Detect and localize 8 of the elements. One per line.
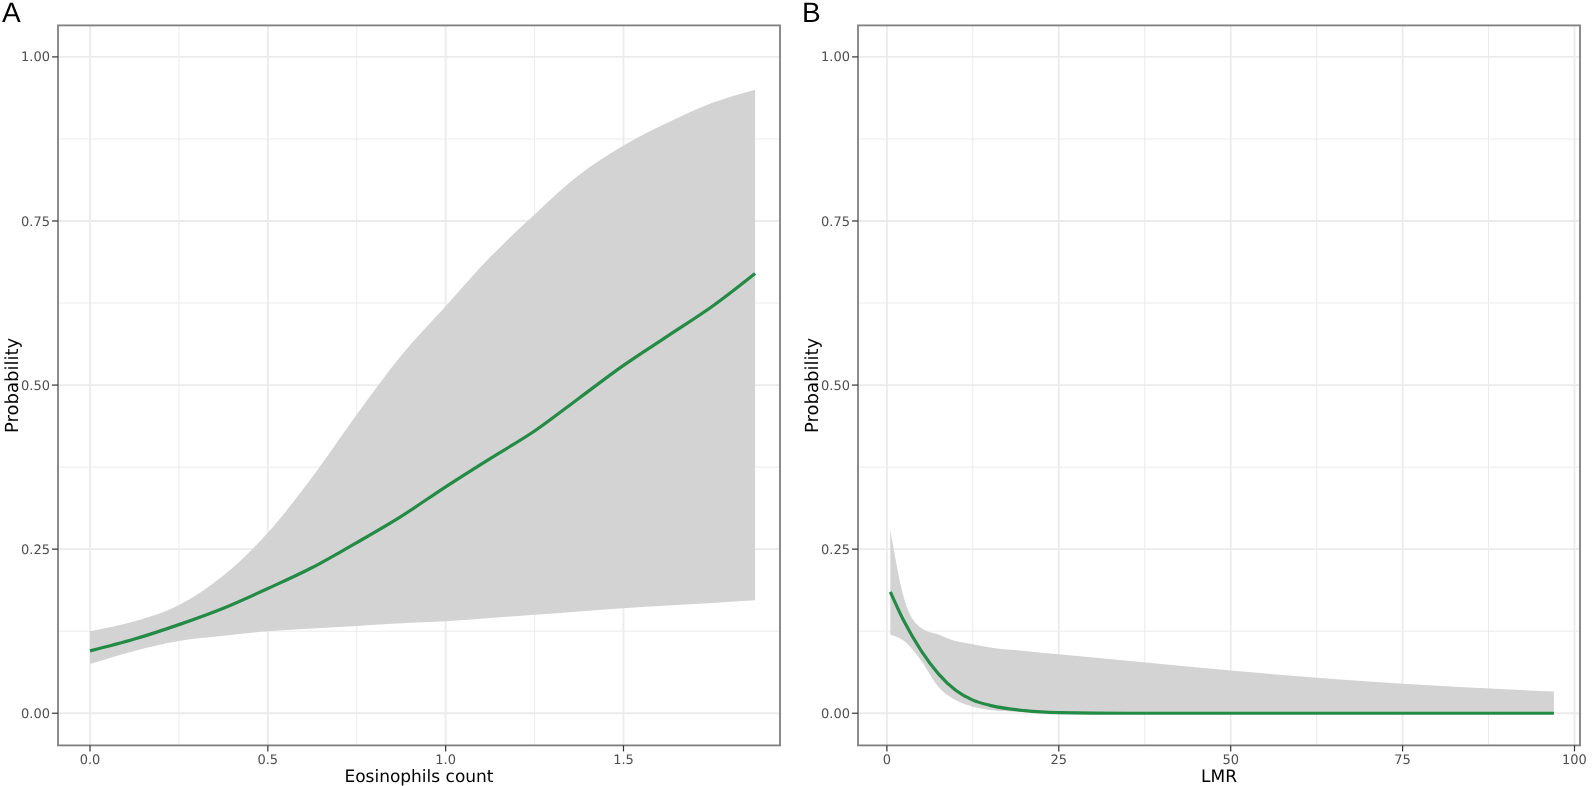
line-series <box>888 590 1556 715</box>
chart-title: B <box>802 0 821 28</box>
x-axis-title: LMR <box>1201 768 1238 786</box>
chart-title: A <box>2 0 22 28</box>
line-series <box>88 271 757 653</box>
y-axis-title: Probability <box>804 336 824 433</box>
x-axis-title: Eosinophils count <box>344 768 495 786</box>
y-axis-title: Probability <box>4 336 24 433</box>
